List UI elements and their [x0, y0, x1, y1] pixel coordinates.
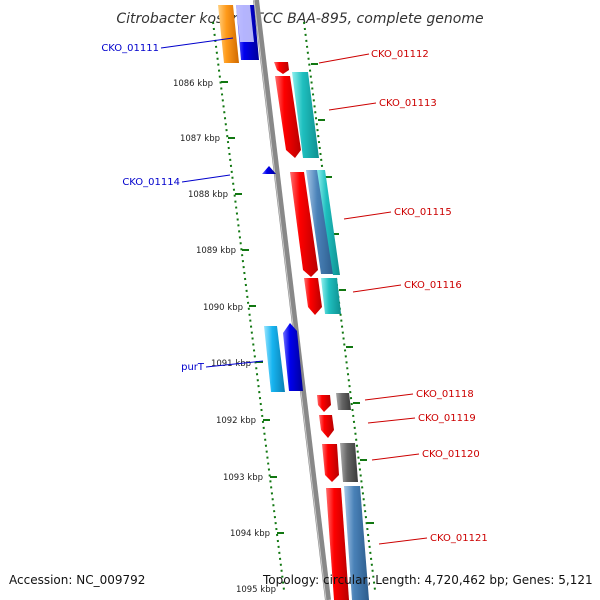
- gene-label-purT[interactable]: purT: [181, 362, 205, 373]
- gene-CKO_01111[interactable]: [218, 5, 259, 63]
- gene-CKO_01112[interactable]: [274, 62, 289, 74]
- gene-label-CKO_01115[interactable]: CKO_01115: [394, 207, 452, 218]
- outer-major-ticks: [311, 63, 374, 524]
- map-title: Citrobacter koseri ATCC BAA-895, complet…: [116, 11, 483, 27]
- gene-label-CKO_01112[interactable]: CKO_01112: [371, 49, 429, 60]
- gene-label-CKO_01114[interactable]: CKO_01114: [122, 177, 180, 188]
- gene-CKO_01118[interactable]: [317, 393, 351, 412]
- gene-label-CKO_01111[interactable]: CKO_01111: [101, 43, 159, 54]
- tick-label: 1088 kbp: [188, 190, 228, 200]
- gene-label-CKO_01119[interactable]: CKO_01119: [418, 413, 476, 424]
- gene-CKO_01120[interactable]: [322, 443, 358, 482]
- gene-label-CKO_01120[interactable]: CKO_01120: [422, 449, 480, 460]
- tick-label: 1094 kbp: [230, 529, 270, 539]
- gene-purT[interactable]: [264, 323, 303, 392]
- gene-CKO_01114[interactable]: [262, 166, 276, 174]
- gene-CKO_01119[interactable]: [319, 415, 334, 438]
- gene-CKO_01121[interactable]: [326, 486, 369, 600]
- genome-backbone: [253, 0, 331, 600]
- gene-CKO_01115[interactable]: [290, 170, 340, 277]
- kbp-tick-labels: 1086 kbp 1087 kbp 1088 kbp 1089 kbp 1090…: [173, 79, 276, 595]
- gene-label-CKO_01121[interactable]: CKO_01121: [430, 533, 488, 544]
- gene-CKO_01116[interactable]: [304, 278, 341, 315]
- gene-CKO_01113[interactable]: [275, 72, 319, 158]
- gene-label-CKO_01113[interactable]: CKO_01113: [379, 98, 437, 109]
- tick-label: 1090 kbp: [203, 303, 243, 313]
- gene-label-CKO_01116[interactable]: CKO_01116: [404, 280, 462, 291]
- tick-label: 1092 kbp: [216, 416, 256, 426]
- genome-backbone-highlight: [253, 0, 327, 600]
- tick-label: 1087 kbp: [180, 134, 220, 144]
- tick-label: 1095 kbp: [236, 585, 276, 595]
- tick-label: 1089 kbp: [196, 246, 236, 256]
- label-leader-lines: [160, 37, 428, 545]
- genome-summary-text: Topology: circular; Length: 4,720,462 bp…: [263, 573, 593, 587]
- accession-text: Accession: NC_009792: [9, 573, 146, 587]
- tick-label: 1086 kbp: [173, 79, 213, 89]
- gene-label-CKO_01118[interactable]: CKO_01118: [416, 389, 474, 400]
- tick-label: 1093 kbp: [223, 473, 263, 483]
